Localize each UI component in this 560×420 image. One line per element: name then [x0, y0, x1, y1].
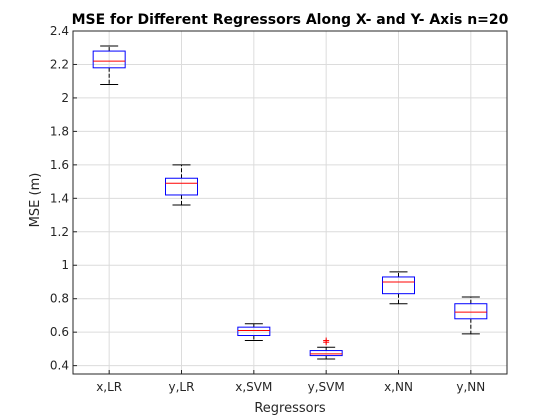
x-axis-label: Regressors	[254, 401, 326, 416]
interquartile-box	[92, 50, 126, 69]
y-tick-label: 1.4	[50, 191, 69, 205]
chart-title: MSE for Different Regressors Along X- an…	[72, 12, 509, 28]
x-tick-label: y,NN	[456, 380, 485, 394]
box-x,NN	[382, 271, 415, 305]
y-tick-label: 1.2	[50, 225, 69, 239]
interquartile-box	[165, 177, 198, 196]
box-x,SVM	[237, 323, 271, 342]
y-tick-label: 1.6	[50, 158, 69, 172]
box-y,NN	[454, 296, 488, 335]
plot-area-frame	[72, 30, 508, 375]
interquartile-box	[237, 326, 271, 337]
y-tick-label: 2.4	[50, 24, 69, 38]
x-tick-label: y,SVM	[308, 380, 345, 394]
axis-ticks: 0.4 0.6 0.8 1 1.2 1.4 1.6 1.8 2 2.2 2.4 x,LR y,LR x,S…	[50, 24, 485, 394]
grid-lines	[73, 30, 507, 374]
interquartile-box	[309, 350, 343, 357]
box-x,LR	[92, 45, 126, 86]
interquartile-box	[454, 303, 488, 320]
x-tick-label: y,LR	[169, 380, 195, 394]
y-tick-label: 0.4	[50, 359, 69, 373]
y-tick-label: 0.8	[50, 292, 69, 306]
box-y,SVM	[309, 337, 343, 360]
box-y,LR	[165, 164, 198, 206]
x-tick-label: x,NN	[384, 380, 413, 394]
y-axis-label: MSE (m)	[28, 173, 43, 228]
interquartile-box	[382, 276, 415, 295]
x-tick-label: x,LR	[96, 380, 122, 394]
box-plot-series	[92, 45, 488, 360]
x-tick-label: x,SVM	[235, 380, 272, 394]
y-tick-label: 1.8	[50, 124, 69, 138]
y-tick-label: 2.2	[50, 57, 69, 71]
y-tick-label: 0.6	[50, 325, 69, 339]
y-tick-label: 1	[61, 258, 69, 272]
y-tick-label: 2	[61, 91, 69, 105]
